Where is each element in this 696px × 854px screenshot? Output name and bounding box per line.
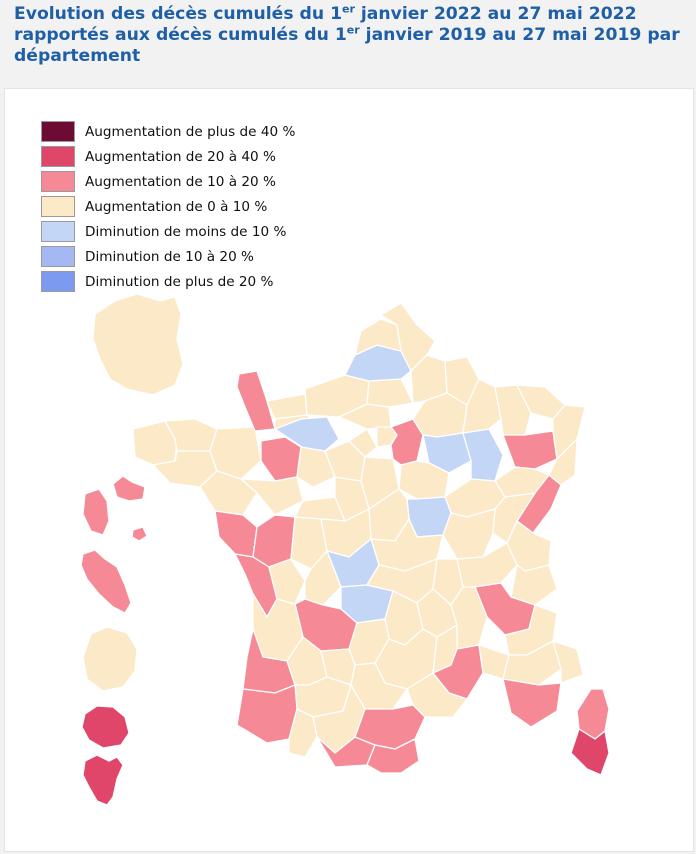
legend-swatch	[41, 121, 75, 142]
dept-sarthe[interactable]	[296, 446, 336, 488]
legend-label: Diminution de 10 à 20 %	[85, 248, 254, 265]
overseas-guyane-south[interactable]	[82, 626, 138, 692]
legend-item-decrease-over-20: Diminution de plus de 20 %	[41, 269, 295, 294]
dept-mayenne[interactable]	[260, 436, 302, 482]
legend-label: Augmentation de 10 à 20 %	[85, 173, 276, 190]
overseas-la-reunion[interactable]	[81, 705, 130, 749]
overseas-guadeloupe-island[interactable]	[131, 526, 148, 542]
legend-swatch	[41, 171, 75, 192]
legend-item-increase-20-40: Augmentation de 20 à 40 %	[41, 144, 295, 169]
dept-pyrenees-atlantiques[interactable]	[236, 684, 298, 744]
dept-saone-et-loire[interactable]	[442, 508, 496, 560]
legend-swatch	[41, 146, 75, 167]
legend: Augmentation de plus de 40 % Augmentatio…	[41, 119, 295, 294]
dept-vendee[interactable]	[214, 510, 258, 558]
legend-item-increase-10-20: Augmentation de 10 à 20 %	[41, 169, 295, 194]
dept-haut-rhin[interactable]	[548, 438, 578, 486]
dept-loiret[interactable]	[360, 456, 400, 510]
choropleth-map	[80, 293, 610, 806]
legend-item-increase-0-10: Augmentation de 0 à 10 %	[41, 194, 295, 219]
overseas-guadeloupe-west[interactable]	[82, 488, 110, 536]
dept-vosges[interactable]	[502, 430, 558, 470]
overseas-martinique[interactable]	[80, 549, 132, 614]
dept-corse-du-sud[interactable]	[570, 728, 610, 776]
legend-label: Augmentation de plus de 40 %	[85, 123, 296, 140]
title-line-1: Evolution des décès cumulés du 1er janvi…	[14, 2, 637, 24]
legend-item-decrease-10-20: Diminution de 10 à 20 %	[41, 244, 295, 269]
dept-haute-marne[interactable]	[462, 428, 504, 482]
legend-item-decrease-under-10: Diminution de moins de 10 %	[41, 219, 295, 244]
map-title: Evolution des décès cumulés du 1er janvi…	[14, 2, 684, 67]
legend-swatch	[41, 196, 75, 217]
map-panel: Augmentation de plus de 40 % Augmentatio…	[4, 88, 694, 852]
overseas-guadeloupe-east[interactable]	[112, 475, 146, 502]
dept-oise[interactable]	[366, 378, 414, 408]
legend-swatch	[41, 246, 75, 267]
overseas-guyane[interactable]	[92, 293, 184, 396]
dept-alpes-maritimes[interactable]	[552, 640, 584, 684]
legend-label: Augmentation de 0 à 10 %	[85, 198, 268, 215]
legend-label: Augmentation de 20 à 40 %	[85, 148, 276, 165]
dept-manche[interactable]	[236, 370, 276, 432]
title-line-3: département	[14, 46, 141, 66]
dept-pyrenees-orientales[interactable]	[366, 738, 420, 774]
legend-label: Diminution de plus de 20 %	[85, 273, 274, 290]
legend-swatch	[41, 221, 75, 242]
dept-charente[interactable]	[268, 558, 306, 605]
legend-swatch	[41, 271, 75, 292]
title-line-2: rapportés aux décès cumulés du 1er janvi…	[14, 23, 680, 45]
legend-item-increase-over-40: Augmentation de plus de 40 %	[41, 119, 295, 144]
dept-var-bouches-du-rhone[interactable]	[502, 678, 562, 728]
dept-yonne[interactable]	[398, 460, 450, 500]
legend-label: Diminution de moins de 10 %	[85, 223, 287, 240]
overseas-mayotte[interactable]	[82, 754, 124, 806]
